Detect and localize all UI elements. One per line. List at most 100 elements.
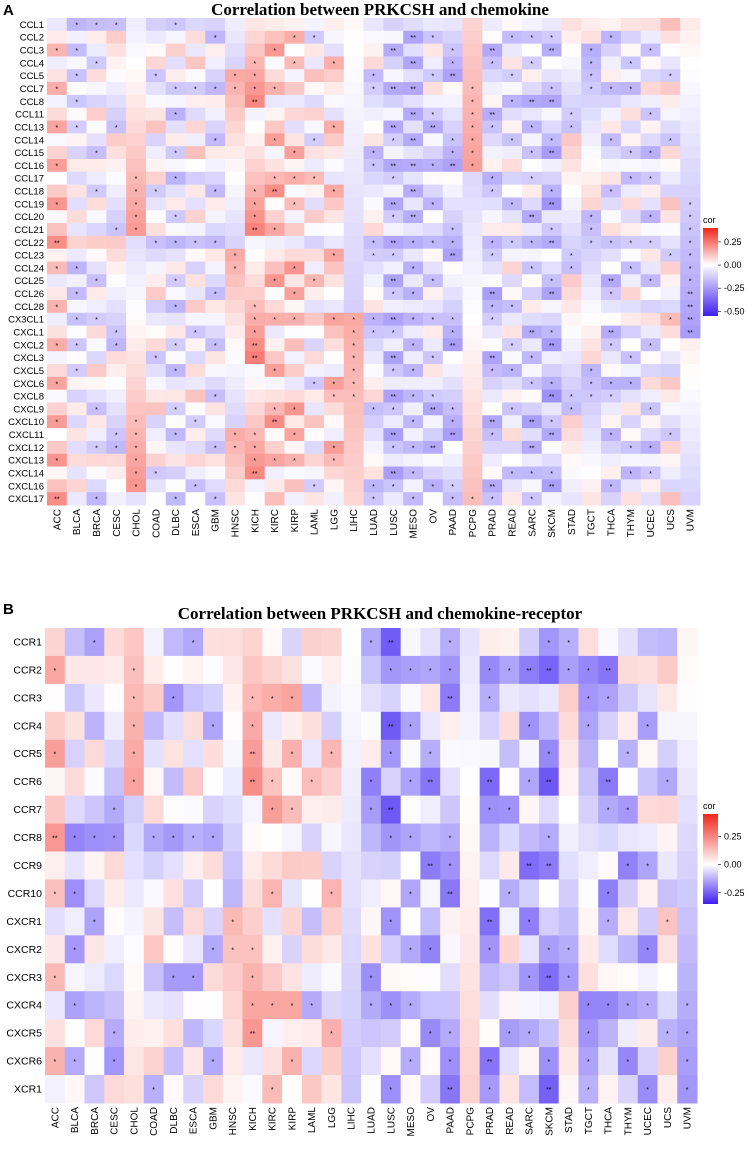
significance-mark: * bbox=[212, 724, 215, 731]
heatmap-cell bbox=[521, 466, 543, 480]
heatmap-cell bbox=[106, 133, 127, 147]
heatmap-cell bbox=[203, 767, 224, 797]
heatmap-cell bbox=[482, 30, 503, 45]
heatmap-cell bbox=[163, 711, 184, 741]
row-label: CCL5 bbox=[20, 71, 44, 82]
heatmap-cell bbox=[519, 1047, 540, 1076]
heatmap-cell bbox=[578, 823, 599, 853]
heatmap-cell bbox=[440, 991, 461, 1020]
significance-mark: * bbox=[152, 1087, 155, 1094]
row-label: CXCL2 bbox=[13, 340, 44, 351]
significance-mark: * bbox=[214, 240, 217, 247]
significance-mark: * bbox=[629, 176, 632, 183]
panel-b-row-labels: CCR1CCR2CCR3CCR4CCR5CCR6CCR7CCR8CCR9CCR1… bbox=[6, 636, 42, 1095]
heatmap-cell bbox=[637, 991, 658, 1020]
heatmap-cell bbox=[482, 120, 503, 134]
heatmap-cell bbox=[301, 1075, 323, 1104]
heatmap-cell bbox=[482, 466, 503, 480]
heatmap-cell bbox=[640, 325, 661, 339]
heatmap-cell bbox=[304, 440, 325, 455]
heatmap-cell bbox=[677, 935, 698, 964]
significance-mark: * bbox=[530, 125, 533, 132]
row-label: CCL16 bbox=[14, 161, 44, 172]
heatmap-cell bbox=[343, 30, 365, 45]
significance-mark: * bbox=[293, 35, 296, 42]
heatmap-cell bbox=[380, 823, 402, 853]
heatmap-cell bbox=[341, 655, 362, 685]
heatmap-cell bbox=[442, 325, 464, 339]
significance-mark: * bbox=[333, 317, 336, 324]
heatmap-cell bbox=[502, 402, 523, 416]
significance-mark: * bbox=[75, 74, 78, 81]
heatmap-cell bbox=[403, 69, 424, 83]
heatmap-cell bbox=[163, 879, 184, 908]
heatmap-cell bbox=[244, 158, 266, 173]
heatmap-cell bbox=[680, 466, 701, 480]
heatmap-cell bbox=[479, 991, 500, 1020]
heatmap-cell bbox=[581, 402, 602, 416]
heatmap-cell bbox=[203, 1075, 224, 1104]
significance-mark: * bbox=[610, 381, 613, 388]
significance-mark: * bbox=[56, 202, 59, 209]
heatmap-cell bbox=[541, 261, 562, 275]
significance-mark: * bbox=[291, 752, 294, 759]
significance-mark: * bbox=[610, 86, 613, 93]
heatmap-cell bbox=[479, 683, 500, 713]
heatmap-cell bbox=[324, 389, 345, 403]
row-label: CCL28 bbox=[14, 302, 44, 313]
significance-mark: * bbox=[389, 752, 392, 759]
heatmap-cell bbox=[324, 120, 345, 134]
significance-mark: * bbox=[56, 343, 59, 350]
column-label: LUSC bbox=[386, 1107, 397, 1134]
heatmap-cell bbox=[66, 235, 88, 250]
significance-mark: * bbox=[133, 752, 136, 759]
significance-mark: * bbox=[54, 891, 57, 898]
heatmap-cell bbox=[403, 171, 424, 186]
significance-mark: * bbox=[451, 330, 454, 337]
heatmap-cell bbox=[479, 795, 500, 825]
heatmap-cell bbox=[86, 82, 107, 96]
heatmap-cell bbox=[284, 171, 305, 186]
significance-mark: * bbox=[649, 240, 652, 247]
heatmap-cell bbox=[561, 415, 582, 429]
heatmap-cell bbox=[640, 133, 661, 147]
heatmap-cell bbox=[440, 739, 461, 769]
column-label: LUSC bbox=[389, 509, 400, 536]
heatmap-cell bbox=[284, 274, 305, 288]
heatmap-cell bbox=[660, 364, 681, 378]
heatmap-cell bbox=[422, 107, 444, 122]
heatmap-cell bbox=[165, 43, 187, 57]
heatmap-cell bbox=[640, 69, 661, 83]
significance-mark: ** bbox=[391, 86, 397, 93]
heatmap-cell bbox=[86, 133, 107, 147]
heatmap-cell bbox=[420, 991, 441, 1020]
heatmap-cell bbox=[363, 440, 384, 455]
significance-mark: * bbox=[451, 497, 454, 504]
heatmap-cell bbox=[383, 56, 404, 70]
heatmap-cell bbox=[581, 325, 602, 339]
heatmap-cell bbox=[422, 235, 444, 250]
heatmap-cell bbox=[324, 210, 345, 224]
heatmap-cell bbox=[363, 261, 384, 275]
heatmap-cell bbox=[660, 312, 681, 327]
heatmap-cell bbox=[324, 402, 345, 416]
heatmap-cell bbox=[561, 338, 582, 352]
heatmap-cell bbox=[660, 402, 681, 416]
significance-mark: * bbox=[570, 266, 573, 273]
heatmap-cell bbox=[538, 851, 560, 880]
significance-mark: * bbox=[214, 138, 217, 145]
significance-mark: * bbox=[231, 947, 234, 954]
significance-mark: * bbox=[570, 394, 573, 401]
heatmap-cell bbox=[304, 69, 325, 83]
heatmap-cell bbox=[502, 197, 523, 211]
heatmap-cell bbox=[225, 261, 246, 275]
heatmap-cell bbox=[282, 1019, 303, 1048]
heatmap-cell bbox=[47, 94, 68, 109]
heatmap-cell bbox=[106, 415, 127, 429]
heatmap-cell bbox=[244, 351, 266, 365]
heatmap-cell bbox=[541, 274, 562, 288]
heatmap-cell bbox=[84, 628, 105, 657]
heatmap-cell bbox=[541, 69, 562, 83]
heatmap-cell bbox=[124, 823, 145, 853]
heatmap-cell bbox=[581, 261, 602, 275]
